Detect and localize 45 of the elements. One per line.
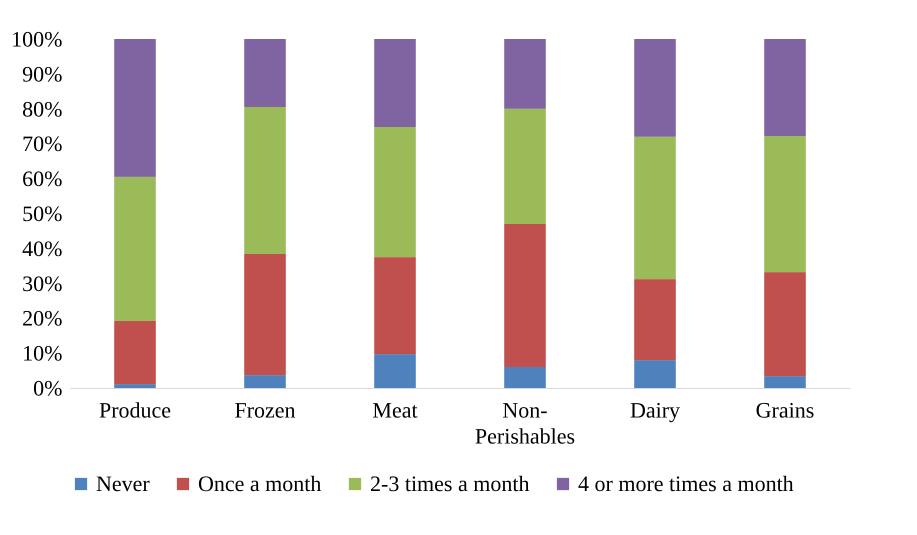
x-tick-label: Produce	[98, 398, 172, 422]
legend-label: Never	[96, 471, 150, 496]
bar	[504, 224, 546, 368]
bar	[244, 375, 286, 388]
bar	[764, 376, 806, 388]
y-tick-label: 50%	[22, 201, 62, 226]
bar	[504, 39, 546, 109]
bar	[634, 39, 676, 137]
bar	[244, 107, 286, 254]
bar	[634, 136, 676, 280]
y-tick-label: 30%	[22, 270, 62, 296]
bar	[114, 39, 156, 177]
bar	[634, 360, 676, 388]
y-tick-label: 100%	[11, 26, 62, 52]
y-tick-label: 70%	[22, 131, 62, 156]
y-tick-label: 80%	[22, 96, 62, 122]
bar	[114, 320, 156, 384]
bar	[764, 136, 806, 272]
bar	[374, 354, 416, 388]
y-tick-label: 10%	[22, 340, 62, 366]
bar	[634, 279, 676, 360]
bar	[504, 367, 546, 388]
legend-label: 4 or more times a month	[578, 471, 794, 496]
x-tick-label: Grains	[756, 398, 814, 422]
bar	[374, 39, 416, 127]
y-tick-label: 60%	[22, 166, 62, 192]
y-tick-label: 90%	[22, 61, 62, 86]
legend-label: 2-3 times a month	[370, 471, 530, 496]
x-tick-label: Meat	[372, 398, 418, 422]
bar	[374, 257, 416, 354]
y-tick-label: 20%	[22, 306, 62, 331]
bar	[244, 39, 286, 108]
y-tick-label: 0%	[33, 376, 62, 400]
legend-label: Once a month	[198, 471, 322, 496]
bar	[504, 108, 546, 224]
bar	[244, 254, 286, 376]
x-tick-label: Frozen	[234, 398, 296, 422]
bar	[114, 176, 156, 321]
bar	[764, 272, 806, 376]
y-tick-label: 40%	[22, 236, 62, 261]
x-tick-label: Dairy	[630, 398, 680, 422]
x-tick-label: Non-Perishables	[474, 398, 576, 448]
bar	[114, 384, 156, 388]
bar	[374, 126, 416, 258]
bar	[764, 39, 806, 136]
